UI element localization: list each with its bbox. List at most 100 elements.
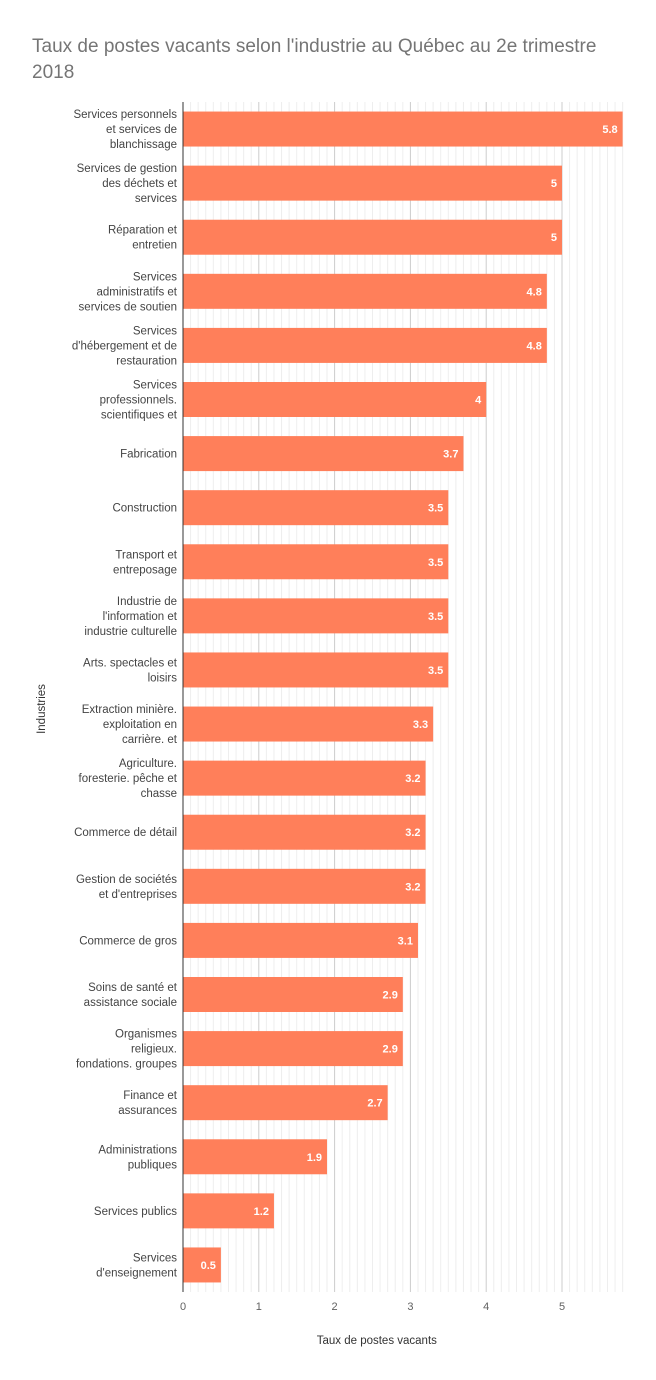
x-tick-label: 2	[332, 1301, 338, 1313]
y-tick-label: restauration	[116, 355, 177, 367]
y-tick-label: Services personnels	[73, 109, 177, 121]
data-label: 3.2	[405, 881, 420, 893]
data-label: 2.7	[367, 1098, 382, 1110]
x-tick-label: 3	[407, 1301, 413, 1313]
bar	[183, 273, 547, 309]
bar	[183, 1085, 388, 1121]
data-label: 0.5	[201, 1260, 216, 1272]
y-tick-label: Fabrication	[120, 449, 177, 461]
bar	[183, 1139, 328, 1175]
y-tick-label: foresterie. pêche et	[79, 773, 178, 785]
y-tick-label: assurances	[118, 1105, 177, 1117]
data-label: 4	[475, 395, 482, 407]
bar	[183, 652, 449, 688]
bar	[183, 165, 562, 201]
y-tick-label: Industrie de	[117, 596, 177, 608]
bar	[183, 1193, 274, 1229]
y-tick-label: et d'entreprises	[99, 889, 178, 901]
y-tick-label: scientifiques et	[101, 410, 178, 422]
y-tick-label: d'hébergement et de	[72, 340, 177, 352]
bar	[183, 111, 623, 147]
bar	[183, 490, 449, 526]
bar	[183, 544, 449, 580]
data-label: 3.5	[428, 611, 443, 623]
data-label: 4.8	[527, 340, 542, 352]
y-tick-label: d'enseignement	[96, 1267, 178, 1279]
y-tick-label: professionnels.	[100, 395, 177, 407]
y-tick-label: des déchets et	[102, 178, 178, 190]
x-tick-label: 1	[256, 1301, 262, 1313]
y-tick-label: services de soutien	[79, 301, 177, 313]
y-tick-label: exploitation en	[103, 719, 177, 731]
y-tick-label: Construction	[112, 503, 177, 515]
data-label: 1.9	[307, 1152, 322, 1164]
bar	[183, 760, 426, 796]
bar	[183, 219, 562, 255]
y-tick-label: services	[135, 193, 177, 205]
y-tick-label: Services	[133, 271, 177, 283]
bar	[183, 1247, 221, 1283]
data-label: 3.7	[443, 449, 458, 461]
data-label: 3.2	[405, 773, 420, 785]
bar	[183, 706, 434, 742]
y-tick-label: Commerce de gros	[79, 935, 177, 947]
y-tick-label: fondations. groupes	[76, 1059, 177, 1071]
chart-title: Taux de postes vacants selon l'industrie…	[32, 36, 597, 83]
data-label: 3.1	[398, 935, 413, 947]
y-tick-label: entretien	[132, 240, 177, 252]
bar	[183, 977, 403, 1012]
data-label: 5	[551, 178, 557, 190]
data-label: 1.2	[254, 1206, 269, 1218]
y-tick-label: blanchissage	[110, 139, 177, 151]
y-tick-label: chasse	[141, 788, 177, 800]
data-label: 3.5	[428, 557, 443, 569]
data-label: 2.9	[383, 990, 398, 1002]
y-tick-label: industrie culturelle	[84, 626, 177, 638]
data-label: 3.5	[428, 665, 443, 677]
bar	[183, 598, 449, 634]
bar	[183, 436, 464, 472]
bar	[183, 327, 547, 363]
x-axis-title: Taux de postes vacants	[317, 1335, 437, 1347]
y-tick-label: Finance et	[123, 1090, 178, 1102]
y-tick-label: Commerce de détail	[74, 827, 177, 839]
data-label: 2.9	[383, 1044, 398, 1056]
y-tick-label: religieux.	[131, 1044, 177, 1056]
bar	[183, 922, 418, 958]
y-tick-label: entreposage	[113, 564, 177, 576]
y-tick-label: loisirs	[148, 672, 178, 684]
bar	[183, 868, 426, 904]
y-tick-label: administratifs et	[96, 286, 177, 298]
y-tick-label: Services	[133, 325, 177, 337]
y-tick-label: l'information et	[103, 611, 178, 623]
y-tick-label: Soins de santé et	[88, 982, 178, 994]
x-tick-label: 5	[559, 1301, 565, 1313]
y-tick-label: Transport et	[115, 549, 177, 561]
y-tick-label: Agriculture.	[119, 758, 177, 770]
y-tick-label: Services de gestion	[77, 163, 177, 175]
data-label: 3.2	[405, 827, 420, 839]
bar	[183, 814, 426, 850]
y-tick-label: Extraction minière.	[82, 704, 177, 716]
bar	[183, 382, 487, 417]
y-tick-label: Services publics	[94, 1206, 177, 1218]
data-label: 5.8	[602, 124, 617, 136]
data-label: 3.3	[413, 719, 428, 731]
y-tick-label: Organismes	[115, 1029, 177, 1041]
data-label: 4.8	[527, 286, 542, 298]
y-tick-label: et services de	[106, 124, 177, 136]
y-tick-label: assistance sociale	[84, 997, 177, 1009]
y-tick-label: Services	[133, 380, 177, 392]
bar	[183, 1031, 403, 1067]
y-tick-label: Réparation et	[108, 225, 178, 237]
y-tick-label: Arts. spectacles et	[83, 657, 178, 669]
x-tick-label: 0	[180, 1301, 186, 1313]
y-tick-label: publiques	[128, 1159, 177, 1171]
y-axis-title: Industries	[36, 684, 48, 734]
y-tick-label: carrière. et	[122, 734, 178, 746]
x-tick-label: 4	[483, 1301, 489, 1313]
y-tick-label: Gestion de sociétés	[76, 874, 177, 886]
data-label: 3.5	[428, 503, 443, 515]
